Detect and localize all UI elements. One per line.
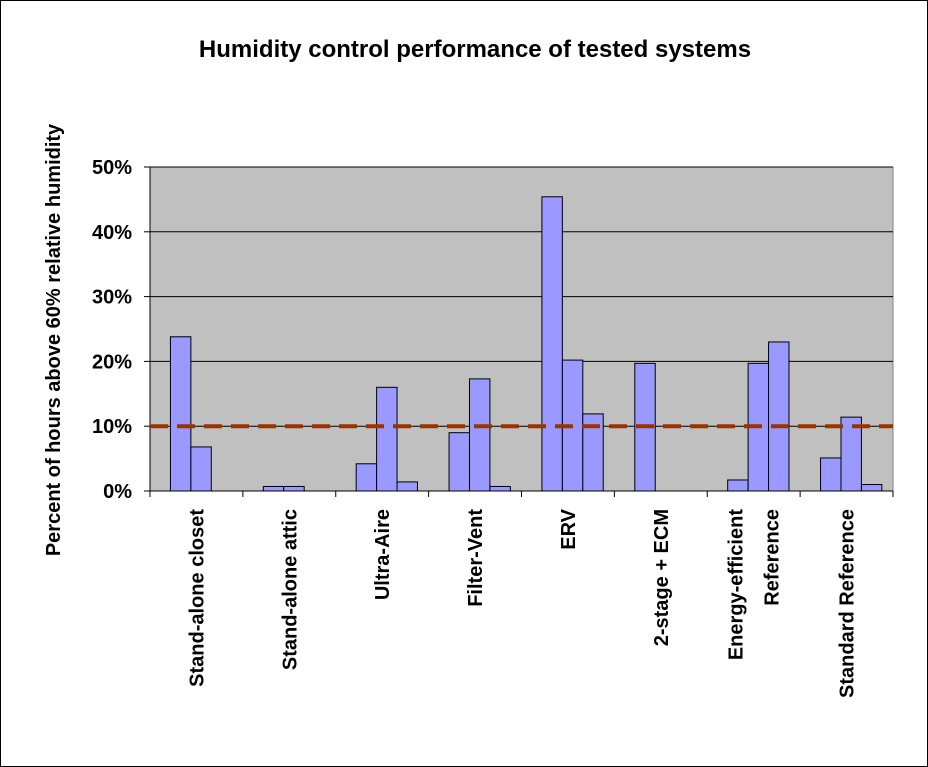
bar (376, 386, 398, 492)
bar (489, 485, 511, 492)
bar (355, 463, 378, 492)
bar (396, 481, 418, 492)
y-tick-label: 40% (92, 222, 132, 244)
y-tick-label: 0% (103, 481, 132, 503)
bar (468, 378, 491, 492)
y-axis-label: Percent of hours above 60% relative humi… (43, 123, 65, 556)
x-tick-label: ERV (558, 508, 580, 549)
y-tick-label: 30% (92, 287, 132, 309)
x-tick-label: Stand-alone closet (186, 509, 208, 687)
chart-title: Humidity control performance of tested s… (199, 36, 751, 63)
bar (448, 432, 470, 492)
x-tick-label: Standard Reference (837, 509, 859, 698)
bar (820, 457, 842, 492)
bar (840, 416, 862, 492)
bar (283, 485, 305, 492)
bar (768, 341, 790, 492)
x-tick-label: Energy-efficient Reference (726, 509, 784, 660)
bar (169, 336, 192, 492)
bar (190, 446, 212, 492)
y-tick-label: 10% (92, 416, 132, 438)
x-tick-label: Ultra-Aire (372, 509, 394, 600)
bar (541, 196, 563, 492)
x-tick-label: Stand-alone attic (279, 509, 301, 670)
x-tick-label: Filter-Vent (465, 509, 487, 607)
x-tick-label: 2-stage + ECM (651, 509, 673, 646)
bar (860, 484, 883, 492)
bar (727, 479, 749, 492)
y-tick-label: 50% (92, 157, 132, 179)
bar (262, 485, 285, 492)
y-tick-label: 20% (92, 351, 132, 373)
